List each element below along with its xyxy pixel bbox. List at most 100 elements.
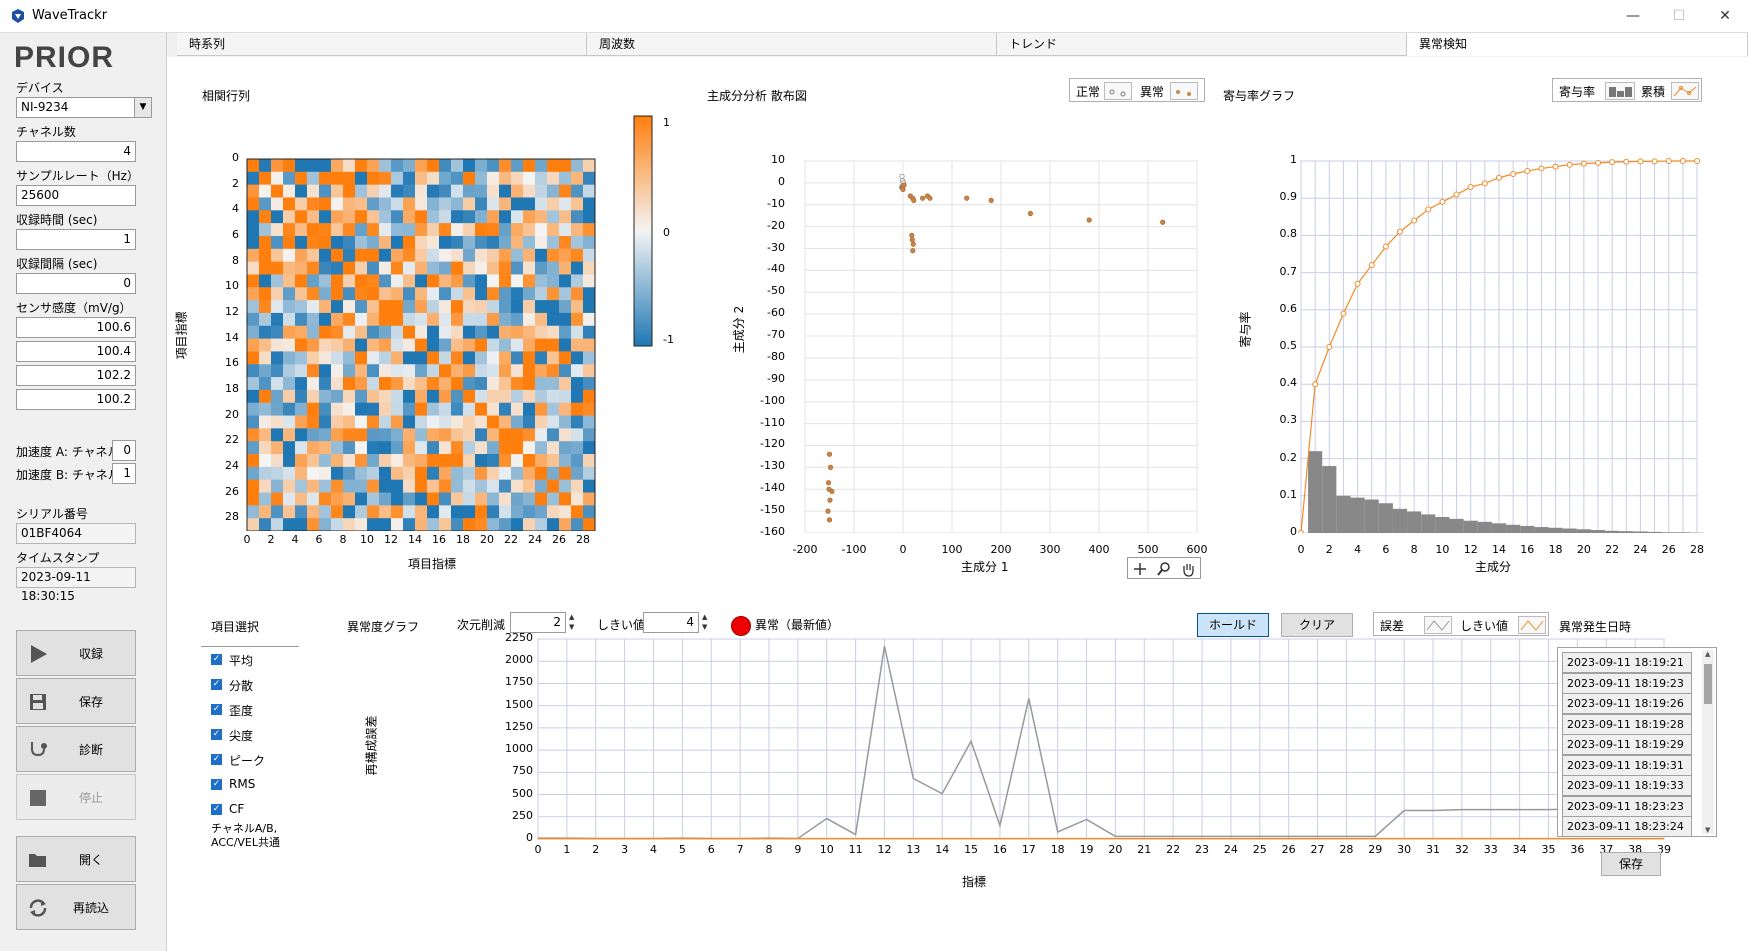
- scroll-up-icon[interactable]: ▲: [1705, 650, 1711, 658]
- history-item[interactable]: 2023-09-11 18:19:33: [1562, 775, 1692, 796]
- close-button[interactable]: ✕: [1719, 8, 1731, 24]
- tab-anomaly[interactable]: 異常検知: [1407, 33, 1748, 56]
- heatmap-cell: [583, 415, 596, 429]
- history-item[interactable]: 2023-09-11 18:19:31: [1562, 754, 1692, 776]
- diagnose-button[interactable]: 診断: [16, 726, 136, 772]
- save-button[interactable]: 保存: [16, 678, 136, 724]
- crosshair-icon[interactable]: [1132, 561, 1148, 577]
- channels-input[interactable]: 4: [16, 141, 136, 162]
- contribution-xtick: 6: [1382, 543, 1390, 556]
- heatmap-cell: [487, 389, 500, 404]
- threshold-spinner[interactable]: ▲ ▼: [702, 613, 708, 631]
- sensitivity-input-0[interactable]: 100.6: [16, 317, 136, 338]
- stop-button[interactable]: 停止: [16, 774, 136, 820]
- heatmap-cell: [247, 389, 260, 404]
- heatmap-cell: [463, 223, 476, 237]
- anomaly-indicator-label: 異常（最新値）: [755, 618, 840, 632]
- history-item[interactable]: 2023-09-11 18:19:23: [1562, 672, 1692, 694]
- history-item[interactable]: 2023-09-11 18:19:26: [1562, 693, 1692, 714]
- heatmap-cell: [559, 518, 572, 531]
- checkbox-checked-icon[interactable]: ✓: [211, 654, 222, 665]
- heatmap-cell: [283, 159, 296, 173]
- history-item[interactable]: 2023-09-11 18:19:29: [1562, 734, 1692, 755]
- heatmap-xtick: 4: [291, 533, 299, 546]
- heatmap-ytick: 2: [232, 176, 239, 190]
- diagnose-label: 診断: [78, 743, 103, 757]
- acqtime-input[interactable]: 1: [16, 229, 136, 250]
- reload-button[interactable]: 再読込: [16, 884, 136, 930]
- legend-abnormal-swatch: [1170, 82, 1198, 100]
- feature-label: 平均: [229, 654, 254, 668]
- scatter-ytick: -120: [760, 437, 785, 451]
- timestamp-value: 2023-09-11 18:30:15: [16, 567, 136, 603]
- checkbox-checked-icon[interactable]: ✓: [211, 704, 222, 715]
- checkbox-checked-icon[interactable]: ✓: [211, 779, 222, 790]
- history-scrollbar[interactable]: ▲ ▼: [1702, 650, 1714, 834]
- heatmap-cell: [547, 235, 560, 250]
- heatmap-cell: [379, 261, 392, 275]
- heatmap-cell: [331, 248, 344, 263]
- dimred-spinner[interactable]: ▲ ▼: [569, 613, 575, 631]
- sensitivity-input-1[interactable]: 100.4: [16, 341, 136, 362]
- heatmap-cell: [463, 171, 476, 186]
- history-save-button[interactable]: 保存: [1601, 852, 1661, 876]
- heatmap-cell: [319, 223, 332, 237]
- scroll-down-icon[interactable]: ▼: [1705, 826, 1711, 834]
- checkbox-checked-icon[interactable]: ✓: [211, 754, 222, 765]
- heatmap-cell: [559, 351, 572, 365]
- interval-input[interactable]: 0: [16, 273, 136, 294]
- cumulative-point: [1679, 158, 1686, 164]
- heatmap-cell: [307, 466, 320, 481]
- tab-timeseries[interactable]: 時系列: [177, 33, 587, 56]
- colorbar-min: -1: [663, 333, 674, 346]
- heatmap-cell: [463, 441, 476, 455]
- heatmap-cell: [295, 235, 308, 250]
- history-item[interactable]: 2023-09-11 18:23:24: [1562, 816, 1692, 837]
- heatmap-cell: [559, 454, 572, 468]
- pan-hand-icon[interactable]: [1180, 561, 1196, 577]
- tab-trend[interactable]: トレンド: [997, 33, 1407, 56]
- play-icon: [31, 645, 47, 663]
- heatmap-cell: [331, 518, 344, 531]
- heatmap-cell: [511, 402, 524, 417]
- heatmap-cell: [319, 312, 332, 327]
- history-item[interactable]: 2023-09-11 18:23:23: [1562, 795, 1692, 817]
- sensitivity-input-2[interactable]: 102.2: [16, 365, 136, 386]
- heatmap-cell: [427, 235, 440, 250]
- heatmap-ytick: 8: [232, 253, 239, 267]
- samplerate-input[interactable]: 25600: [16, 185, 136, 206]
- history-list[interactable]: 2023-09-11 18:19:21 2023-09-11 18:19:23 20…: [1557, 647, 1717, 837]
- checkbox-checked-icon[interactable]: ✓: [211, 679, 222, 690]
- settings-panel: PRIOR デバイス NI-9234 ▼ チャネル数 4 サンプルレート（Hz）…: [0, 33, 167, 951]
- maximize-button[interactable]: ☐: [1672, 8, 1686, 24]
- history-item[interactable]: 2023-09-11 18:19:28: [1562, 713, 1692, 735]
- heatmap-cell: [307, 441, 320, 455]
- heatmap-cell: [463, 274, 476, 288]
- history-item[interactable]: 2023-09-11 18:19:21: [1562, 652, 1692, 673]
- tab-frequency[interactable]: 周波数: [587, 33, 997, 56]
- heatmap-cell: [451, 223, 464, 237]
- device-select[interactable]: NI-9234 ▼: [16, 97, 152, 118]
- heatmap-cell: [475, 312, 488, 327]
- chevron-down-icon[interactable]: ▼: [134, 98, 151, 117]
- accB-input[interactable]: 1: [112, 463, 136, 484]
- heatmap-cell: [559, 377, 572, 391]
- sensitivity-input-3[interactable]: 100.2: [16, 389, 136, 410]
- hold-button[interactable]: ホールド: [1197, 613, 1269, 637]
- clear-button[interactable]: クリア: [1281, 613, 1353, 637]
- checkbox-checked-icon[interactable]: ✓: [211, 804, 222, 815]
- heatmap-cell: [307, 171, 320, 186]
- open-button[interactable]: 開く: [16, 836, 136, 882]
- heatmap-cell: [355, 325, 368, 340]
- scroll-thumb[interactable]: [1704, 664, 1712, 704]
- checkbox-checked-icon[interactable]: ✓: [211, 729, 222, 740]
- minimize-button[interactable]: —: [1626, 8, 1640, 24]
- save-icon: [30, 694, 46, 710]
- threshold-input[interactable]: 4: [643, 612, 699, 633]
- zoom-icon[interactable]: [1156, 561, 1172, 577]
- dimred-input[interactable]: 2: [510, 612, 566, 633]
- accA-input[interactable]: 0: [112, 440, 136, 461]
- record-button[interactable]: 収録: [16, 630, 136, 676]
- heatmap-cell: [247, 492, 260, 506]
- heatmap-cell: [259, 351, 272, 365]
